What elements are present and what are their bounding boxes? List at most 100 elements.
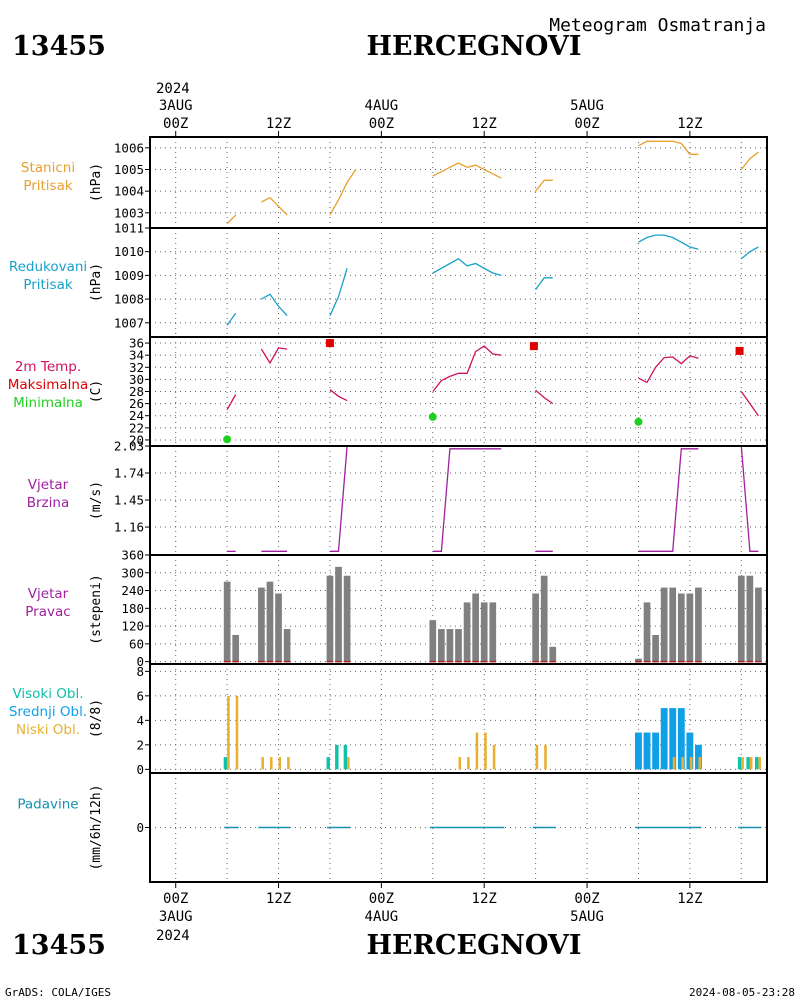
y-axis-label: (stepeni) bbox=[89, 574, 104, 644]
cloud-bar bbox=[261, 757, 264, 770]
series-line bbox=[535, 179, 553, 192]
wind-direction-bar bbox=[540, 575, 548, 662]
min-temp-point bbox=[223, 435, 232, 444]
bottom-date-label: 3AUG bbox=[159, 909, 193, 925]
y-tick-label: 8 bbox=[136, 664, 144, 679]
cloud-bar bbox=[343, 744, 348, 770]
wind-direction-bar bbox=[489, 602, 497, 662]
bottom-time-label: 12Z bbox=[677, 891, 702, 907]
y-tick-label: 36 bbox=[129, 336, 144, 351]
cloud-bar bbox=[672, 757, 676, 770]
series-line bbox=[740, 391, 759, 417]
y-tick-label: 120 bbox=[121, 619, 144, 634]
panel-label: Niski Obl. bbox=[16, 722, 80, 738]
bottom-date-label: 4AUG bbox=[365, 909, 399, 925]
panel-label: Pravac bbox=[25, 604, 70, 620]
station-id-top: 13455 bbox=[12, 31, 106, 62]
wind-direction-bar bbox=[446, 629, 454, 662]
series-line bbox=[261, 196, 288, 216]
bottom-date-label: 5AUG bbox=[570, 909, 604, 925]
series-line bbox=[432, 345, 502, 392]
series-line bbox=[432, 258, 502, 277]
panel-label: Pritisak bbox=[23, 277, 73, 293]
panel-reduced-pressure: 1007 1008 1009 1010 1011 (hPa)Redukovani Priti… bbox=[9, 221, 768, 338]
panel-frame bbox=[149, 136, 768, 229]
wind-direction-bar bbox=[643, 602, 651, 662]
wind-direction-bar bbox=[275, 593, 282, 662]
y-tick-label: 1007 bbox=[114, 315, 144, 330]
panels: 1003100410051006(hPa)StanicniPritisak100… bbox=[8, 136, 768, 883]
panel-label: Stanicni bbox=[21, 160, 75, 176]
wind-direction-bar bbox=[652, 634, 659, 662]
panel-wind-direction: 0 60 120 180 240 300 360 (stepeni) Vjetar Pravac bbox=[25, 548, 768, 669]
cloud-bar bbox=[737, 757, 742, 770]
panel-label: Brzina bbox=[27, 495, 69, 511]
cloud-bar bbox=[681, 757, 684, 770]
wind-direction-bar bbox=[669, 587, 677, 662]
wind-direction-bar bbox=[335, 566, 342, 662]
y-tick-label: 300 bbox=[121, 565, 144, 580]
y-tick-label: 6 bbox=[136, 688, 144, 703]
y-tick-label: 26 bbox=[129, 396, 144, 411]
wind-direction-bar bbox=[232, 634, 240, 662]
panel-frame bbox=[149, 772, 768, 883]
cloud-bar bbox=[755, 757, 759, 770]
y-tick-label: 4 bbox=[136, 713, 144, 728]
y-tick-label: 22 bbox=[129, 420, 144, 435]
wind-direction-bar bbox=[695, 587, 702, 662]
series-line bbox=[226, 214, 237, 225]
panel-label: Pritisak bbox=[23, 178, 73, 194]
top-date-label: 3AUG bbox=[159, 98, 193, 114]
series-line bbox=[740, 246, 759, 260]
y-tick-label: 1011 bbox=[114, 221, 144, 236]
panel-precipitation: 0 (mm/6h/12h) Padavine bbox=[17, 772, 768, 883]
series-line bbox=[638, 448, 699, 552]
cloud-bar bbox=[492, 744, 496, 770]
wind-direction-bar bbox=[532, 593, 539, 662]
wind-direction-bar bbox=[438, 629, 445, 662]
y-axis-label: (mm/6h/12h) bbox=[89, 784, 104, 870]
series-line bbox=[330, 445, 348, 552]
top-time-label: 12Z bbox=[472, 116, 497, 132]
series-line bbox=[638, 234, 699, 250]
bottom-time-label: 00Z bbox=[574, 891, 599, 907]
y-axis-label: (m/s) bbox=[89, 481, 104, 520]
cloud-bar bbox=[689, 757, 693, 770]
cloud-bar bbox=[669, 708, 677, 770]
bottom-time-label: 00Z bbox=[163, 891, 188, 907]
panel-label: Minimalna bbox=[13, 395, 83, 411]
y-tick-label: 0 bbox=[136, 820, 144, 835]
top-time-label: 00Z bbox=[574, 116, 599, 132]
y-tick-label: 1.16 bbox=[114, 520, 144, 535]
panel-frame bbox=[149, 227, 768, 338]
bottom-time-label: 00Z bbox=[369, 891, 394, 907]
cloud-bar bbox=[758, 757, 762, 770]
min-temp-point bbox=[428, 412, 437, 421]
y-tick-label: 1.74 bbox=[114, 466, 144, 481]
cloud-bar bbox=[677, 708, 685, 770]
series-line bbox=[261, 293, 288, 317]
y-tick-label: 1010 bbox=[114, 244, 144, 259]
panel-label: Redukovani bbox=[9, 259, 87, 275]
y-tick-label: 1.45 bbox=[114, 493, 144, 508]
cloud-bar bbox=[635, 732, 642, 770]
station-name-top: HERCEGNOVI bbox=[367, 31, 582, 62]
series-line bbox=[226, 394, 237, 411]
panel-frame bbox=[149, 336, 768, 447]
panel-wind-speed: 1.16 1.45 1.74 2.03 (m/s) Vjetar Brzina bbox=[27, 439, 768, 556]
cloud-bar bbox=[660, 708, 668, 770]
panel-label: Visoki Obl. bbox=[12, 686, 83, 702]
wind-direction-bar bbox=[455, 629, 462, 662]
wind-direction-bar bbox=[480, 602, 488, 662]
y-tick-label: 28 bbox=[129, 384, 144, 399]
cloud-bar bbox=[223, 757, 228, 770]
cloud-bar bbox=[535, 744, 539, 770]
cloud-bar bbox=[544, 744, 547, 770]
panel-cloud-cover: 0 2 4 6 8 (8/8) Visoki Obl. Srednji Obl. Niski O… bbox=[9, 663, 768, 777]
y-tick-label: 2 bbox=[136, 737, 144, 752]
series-line bbox=[432, 162, 502, 179]
cloud-bar bbox=[686, 732, 694, 770]
series-line bbox=[329, 268, 348, 316]
